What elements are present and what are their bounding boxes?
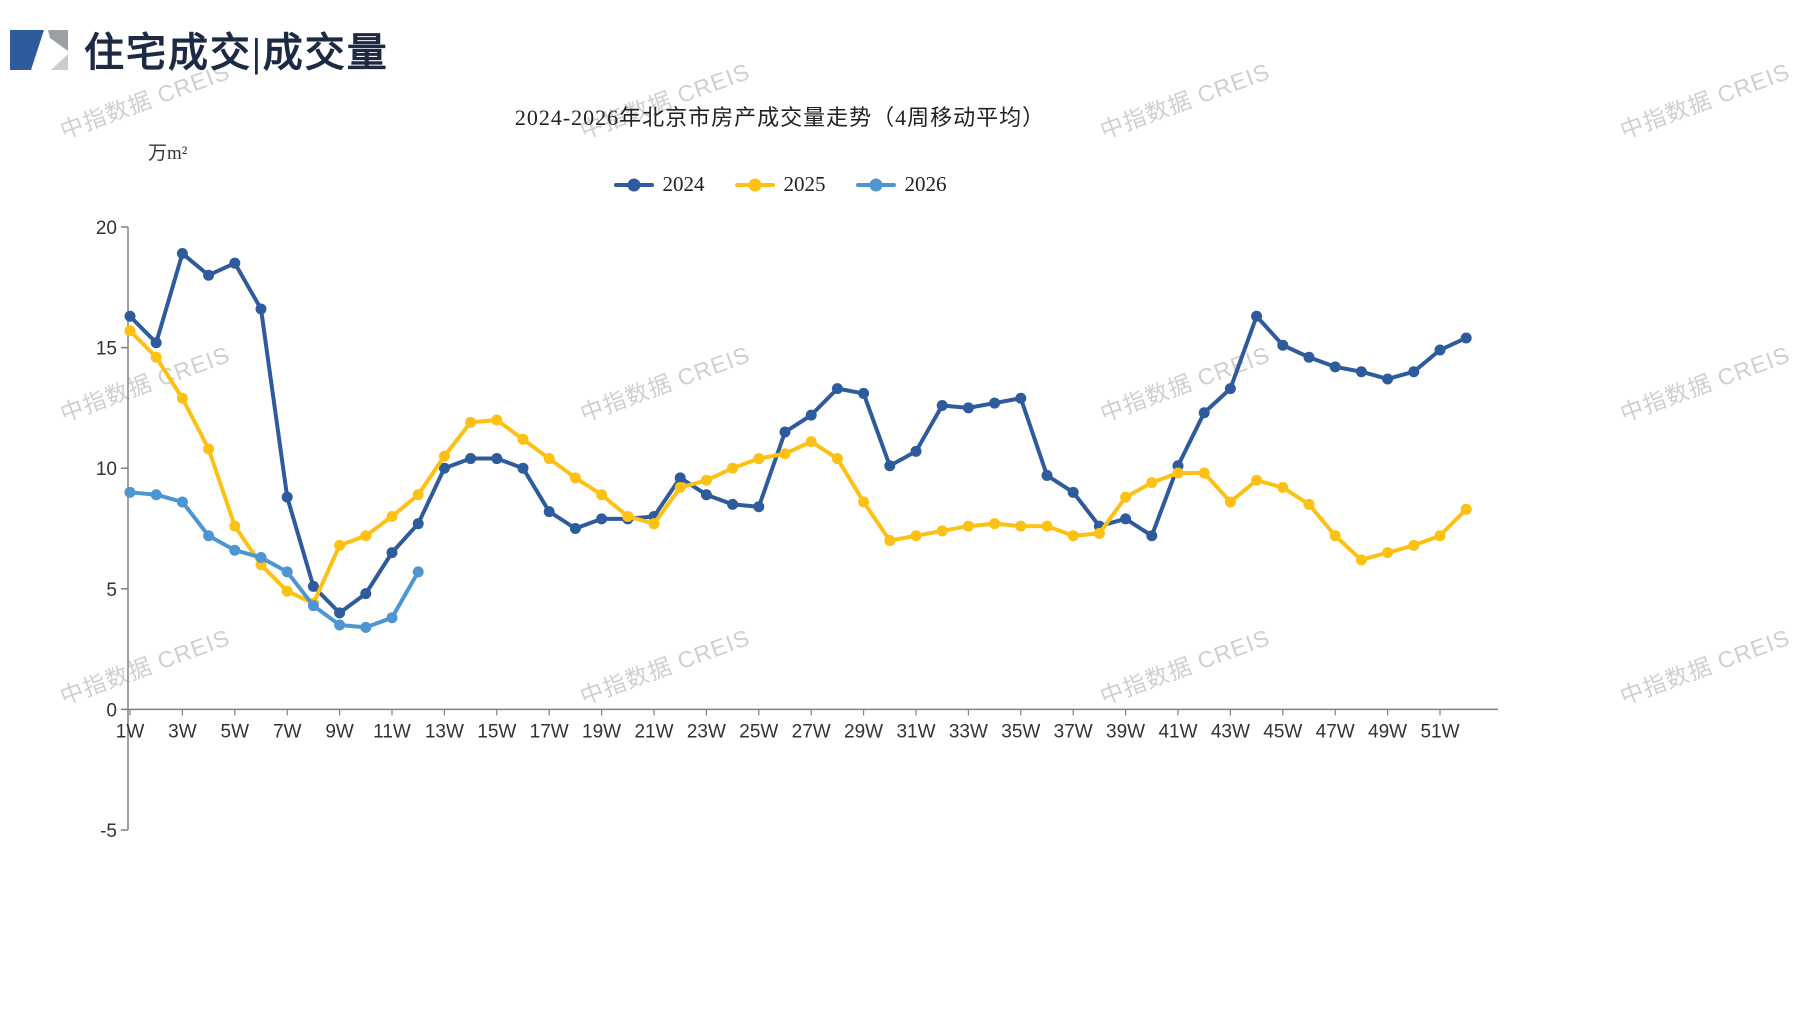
svg-text:15W: 15W: [477, 721, 516, 742]
y-axis-unit-label: 万m²: [148, 143, 188, 164]
legend-marker-2025-icon: [734, 178, 775, 191]
svg-text:0: 0: [106, 700, 117, 721]
svg-text:35W: 35W: [1001, 721, 1040, 742]
svg-text:25W: 25W: [739, 721, 778, 742]
plot-area: -5 0 5 10 15 20 1W 3W 5W 7W 9W 11W 13W 15W 17W 19W 21W 23…: [96, 218, 1498, 842]
svg-text:5W: 5W: [221, 721, 250, 742]
svg-text:19W: 19W: [582, 721, 621, 742]
svg-text:47W: 47W: [1316, 721, 1355, 742]
svg-text:7W: 7W: [273, 721, 302, 742]
legend-label-2025: 2025: [783, 172, 826, 196]
svg-text:49W: 49W: [1368, 721, 1407, 742]
legend-item-2024: 2024: [613, 172, 705, 197]
svg-text:17W: 17W: [530, 721, 569, 742]
svg-text:9W: 9W: [325, 721, 354, 742]
legend-marker-2024-icon: [613, 178, 654, 191]
svg-text:29W: 29W: [844, 721, 883, 742]
svg-text:31W: 31W: [896, 721, 935, 742]
legend-item-2025: 2025: [734, 172, 826, 197]
chart-title: 2024-2026年北京市房产成交量走势（4周移动平均）: [514, 105, 1046, 130]
svg-text:10: 10: [96, 459, 117, 480]
svg-text:41W: 41W: [1158, 721, 1197, 742]
creis-logo-icon: [10, 28, 68, 70]
svg-text:51W: 51W: [1420, 721, 1459, 742]
svg-text:5: 5: [106, 580, 117, 601]
svg-text:20: 20: [96, 218, 117, 239]
svg-text:23W: 23W: [687, 721, 726, 742]
svg-text:27W: 27W: [792, 721, 831, 742]
legend-marker-2026-icon: [855, 178, 896, 191]
svg-text:43W: 43W: [1211, 721, 1250, 742]
chart-legend: 2024 2025 2026: [0, 172, 1560, 197]
svg-text:45W: 45W: [1263, 721, 1302, 742]
svg-text:15: 15: [96, 339, 117, 360]
svg-text:33W: 33W: [949, 721, 988, 742]
svg-text:21W: 21W: [634, 721, 673, 742]
page-header: 住宅成交|成交量: [10, 20, 389, 78]
legend-label-2024: 2024: [662, 172, 705, 196]
svg-text:1W: 1W: [116, 721, 145, 742]
svg-text:39W: 39W: [1106, 721, 1145, 742]
page-title: 住宅成交|成交量: [84, 30, 389, 75]
legend-item-2026: 2026: [855, 172, 947, 197]
svg-text:-5: -5: [100, 821, 117, 842]
svg-text:37W: 37W: [1054, 721, 1093, 742]
svg-text:13W: 13W: [425, 721, 464, 742]
legend-label-2026: 2026: [904, 172, 947, 196]
svg-text:11W: 11W: [373, 721, 411, 742]
svg-text:3W: 3W: [168, 721, 197, 742]
